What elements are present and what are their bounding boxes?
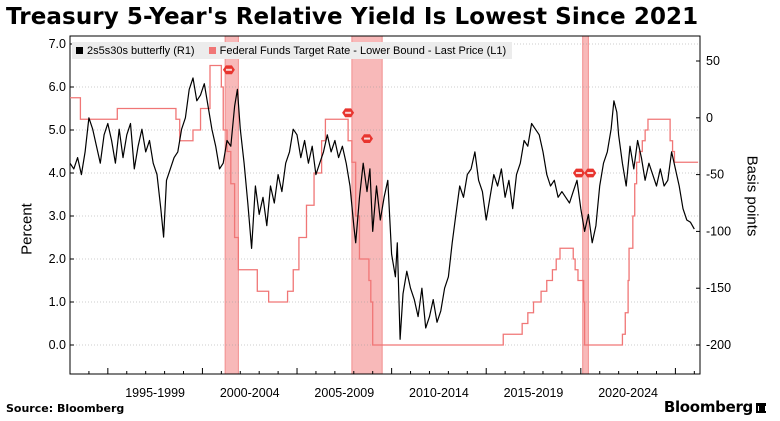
event-marker-glyph-2 — [364, 137, 371, 140]
recession-band-0 — [224, 35, 239, 375]
y-left-axis-title: Percent — [18, 203, 36, 255]
y-right-tick-label: -200 — [706, 338, 731, 352]
bloomberg-logo: Bloomberg — [664, 398, 766, 416]
y-left-tick-label: 3.0 — [49, 209, 66, 223]
recession-bands — [224, 35, 589, 375]
y-left-tick-label: 0.0 — [49, 338, 66, 352]
chart-title: Treasury 5-Year's Relative Yield Is Lowe… — [6, 4, 699, 30]
x-tick-label: 2020-2024 — [598, 386, 658, 400]
y-right-tick-label: -100 — [706, 224, 731, 238]
x-tick-label: 1995-1999 — [125, 386, 185, 400]
y-right-tick-label: -50 — [706, 168, 724, 182]
event-marker-glyph-4 — [587, 172, 594, 174]
y-left-tick-label: 6.0 — [49, 80, 66, 94]
y-right-axis-title: Basis points — [743, 155, 761, 237]
y-left-tick-label: 2.0 — [49, 252, 66, 266]
y-left-tick-label: 1.0 — [49, 295, 66, 309]
y-right-axis: 50 0 -50 -100 -150 -200 — [696, 54, 731, 352]
y-left-tick-label: 4.0 — [49, 166, 66, 180]
source-note: Source: Bloomberg — [6, 402, 125, 415]
y-right-tick-label: 0 — [706, 111, 713, 125]
y-left-tick-label: 5.0 — [49, 123, 66, 137]
event-markers — [222, 65, 597, 178]
butterfly-series — [69, 77, 695, 340]
legend-label-fed-funds: Federal Funds Target Rate - Lower Bound … — [219, 44, 507, 57]
fed-funds-series — [70, 64, 699, 346]
x-tick-label: 2005-2009 — [314, 386, 374, 400]
legend-item-butterfly: 2s5s30s butterfly (R1) — [76, 45, 195, 57]
x-tick-label: 2015-2019 — [504, 386, 564, 400]
event-marker-glyph-0 — [225, 68, 232, 71]
plot-frame — [69, 35, 701, 375]
y-right-tick-label: -150 — [706, 281, 731, 295]
event-marker-glyph-3 — [575, 172, 582, 174]
y-left-tick-label: 7.0 — [49, 37, 66, 51]
fed-funds-line — [70, 64, 699, 346]
legend: 2s5s30s butterfly (R1) Federal Funds Tar… — [72, 42, 513, 59]
legend-label-butterfly: 2s5s30s butterfly (R1) — [87, 44, 195, 57]
butterfly-line — [69, 77, 695, 340]
y-left-axis: 7.0 6.0 5.0 4.0 3.0 2.0 1.0 0.0 — [49, 37, 74, 352]
x-axis: 1995-1999 2000-2004 2005-2009 2010-2014 2015… — [88, 368, 695, 400]
x-tick-label: 2010-2014 — [409, 386, 469, 400]
event-marker-glyph-1 — [345, 111, 352, 114]
y-right-tick-label: 50 — [706, 54, 720, 68]
legend-item-fed-funds: Federal Funds Target Rate - Lower Bound … — [208, 44, 507, 57]
legend-swatch-butterfly — [76, 47, 83, 54]
bloomberg-wordmark: Bloomberg — [663, 398, 753, 416]
legend-swatch-fed-funds — [208, 47, 216, 54]
x-tick-label: 2000-2004 — [220, 386, 280, 400]
bloomberg-terminal-icon — [756, 403, 766, 413]
